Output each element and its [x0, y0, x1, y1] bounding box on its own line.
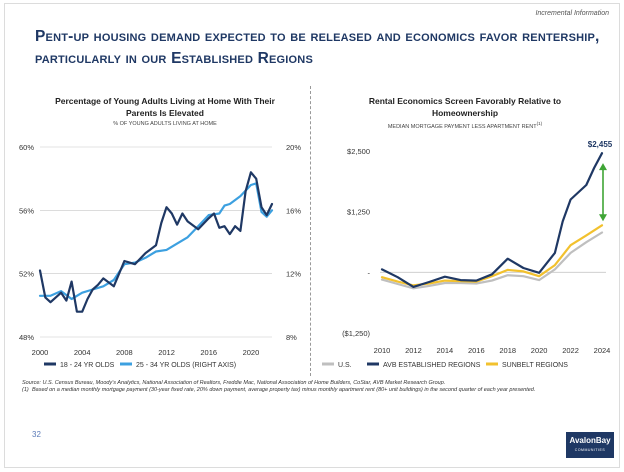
- right-y-tick-label: 16%: [286, 206, 301, 215]
- difference-arrow-head-up: [599, 163, 607, 171]
- logo-brand: AvalonBay: [569, 436, 611, 445]
- page-number: 32: [32, 430, 41, 439]
- source-note: Source: U.S. Census Bureau, Moody's Anal…: [22, 380, 446, 386]
- footnotes: Source: U.S. Census Bureau, Moody's Anal…: [22, 380, 602, 394]
- left-x-tick-label: 2016: [200, 348, 217, 357]
- right-legend-label: SUNBELT REGIONS: [502, 362, 568, 369]
- right-y-tick-label: 20%: [286, 143, 301, 152]
- right-y-tick-label: -: [368, 268, 371, 277]
- right-chart-subtitle: Median mortgage payment less apartment r…: [345, 121, 585, 130]
- left-y-tick-label: 52%: [19, 270, 34, 279]
- difference-arrow-head-down: [599, 214, 607, 222]
- right-x-tick-label: 2020: [531, 346, 548, 355]
- right-y-tick-label: 8%: [286, 333, 297, 342]
- right-x-tick-label: 2010: [374, 346, 391, 355]
- left-x-tick-label: 2004: [74, 348, 91, 357]
- right-x-tick-label: 2024: [594, 346, 611, 355]
- left-chart-title: Percentage of Young Adults Living at Hom…: [55, 96, 275, 118]
- series-line-18-24: [38, 171, 274, 313]
- avalonbay-logo: AvalonBay COMMUNITIES: [566, 432, 614, 458]
- left-y-tick-label: 56%: [19, 206, 34, 215]
- logo-sub: COMMUNITIES: [574, 448, 606, 452]
- right-legend-label: U.S.: [338, 362, 352, 369]
- right-x-tick-label: 2012: [405, 346, 422, 355]
- left-legend-label: 18 - 24 YR OLDS: [60, 362, 115, 369]
- footnote-1-number: (1): [22, 387, 29, 393]
- right-y-tick-label: $2,500: [347, 147, 370, 156]
- left-chart-subtitle: % of young adults living at home: [113, 121, 217, 127]
- footnote-1-text: Based on a median monthly mortgage payme…: [32, 387, 536, 393]
- chart-divider: [310, 86, 311, 376]
- peak-value-label: $2,455: [588, 140, 613, 149]
- right-y-tick-label: $1,250: [347, 208, 370, 217]
- series-line-25-34: [38, 182, 274, 301]
- right-x-tick-label: 2016: [468, 346, 485, 355]
- left-x-tick-label: 2012: [158, 348, 175, 357]
- series-line-avb-established: [380, 152, 604, 288]
- left-x-tick-label: 2000: [32, 348, 49, 357]
- right-chart-title: Rental Economics Screen Favorably Relati…: [368, 96, 562, 118]
- footnote-1: (1) Based on a median monthly mortgage p…: [22, 387, 602, 394]
- right-x-tick-label: 2014: [437, 346, 454, 355]
- page-title: Pent-up housing demand expected to be re…: [35, 28, 600, 67]
- right-legend-label: AVB ESTABLISHED REGIONS: [383, 362, 481, 369]
- subtitle-footnote-marker: (1): [536, 121, 543, 126]
- left-legend-label: 25 - 34 YR OLDS (RIGHT AXIS): [136, 362, 236, 369]
- incremental-information-tag: Incremental Information: [535, 10, 609, 17]
- slide: Incremental Information Pent-up housing …: [4, 3, 620, 468]
- left-x-tick-label: 2020: [243, 348, 260, 357]
- right-chart-subtitle-text: Median mortgage payment less apartment r…: [387, 123, 537, 130]
- left-y-tick-label: 48%: [19, 333, 34, 342]
- right-y-tick-label: 12%: [286, 270, 301, 279]
- left-x-tick-label: 2008: [116, 348, 133, 357]
- right-x-tick-label: 2022: [562, 346, 579, 355]
- right-y-tick-label: ($1,250): [342, 329, 370, 338]
- right-x-tick-label: 2018: [499, 346, 516, 355]
- left-y-tick-label: 60%: [19, 143, 34, 152]
- series-line-us: [380, 231, 604, 290]
